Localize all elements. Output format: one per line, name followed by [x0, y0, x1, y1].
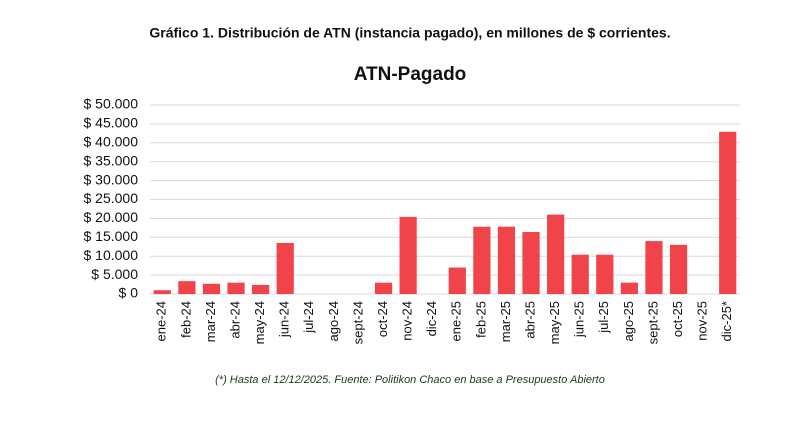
y-tick-label: $ 0: [119, 285, 139, 301]
y-tick-label: $ 40.000: [84, 134, 139, 150]
bar: [448, 267, 466, 294]
bar: [645, 241, 663, 294]
bar: [571, 254, 589, 294]
x-tick-label: mar-25: [498, 301, 513, 342]
x-tick-label: nov-25: [695, 301, 710, 341]
bar: [522, 232, 540, 294]
bar: [374, 282, 393, 294]
x-tick-label: abr-25: [522, 301, 537, 339]
bar: [497, 226, 516, 294]
bar: [620, 282, 638, 294]
x-tick-label: ene-24: [154, 301, 169, 341]
x-tick-label: dic-25*: [719, 301, 734, 341]
y-tick-label: $ 25.000: [84, 190, 139, 206]
x-tick-label: sept-24: [350, 301, 365, 344]
x-tick-label: jul-24: [301, 301, 316, 334]
bar: [202, 283, 221, 294]
x-tick-label: nov-24: [400, 301, 415, 341]
footnote: (*) Hasta el 12/12/2025. Fuente: Politik…: [215, 374, 605, 386]
x-tick-label: ene-25: [449, 301, 464, 341]
x-tick-label: ago-25: [621, 301, 636, 341]
caption: Gráfico 1. Distribución de ATN (instanci…: [149, 25, 670, 41]
bar: [252, 284, 270, 294]
x-tick-label: jul-25: [596, 301, 611, 334]
y-tick-label: $ 20.000: [84, 209, 139, 225]
y-tick-label: $ 30.000: [84, 171, 139, 187]
y-tick-label: $ 50.000: [84, 96, 139, 112]
x-tick-label: abr-24: [227, 301, 242, 339]
y-tick-label: $ 35.000: [84, 152, 139, 168]
bar: [473, 226, 491, 294]
x-tick-label: dic-24: [424, 301, 439, 336]
bar: [669, 244, 688, 294]
y-tick-label: $ 45.000: [84, 115, 139, 131]
x-tick-label: oct-25: [670, 301, 685, 337]
y-tick-label: $ 5.000: [91, 266, 138, 282]
bar: [719, 131, 737, 294]
x-tick-label: sept-25: [645, 301, 660, 344]
bar: [276, 242, 294, 294]
x-tick-label: mar-24: [203, 301, 218, 342]
x-tick-label: ago-24: [326, 301, 341, 341]
x-tick-label: may-25: [547, 301, 562, 344]
bar: [547, 214, 565, 294]
y-tick-label: $ 15.000: [84, 228, 139, 244]
x-tick-label: jun-24: [277, 301, 292, 338]
bar: [399, 216, 417, 294]
x-tick-label: may-24: [252, 301, 267, 344]
bar: [178, 281, 196, 294]
bar: [227, 282, 245, 294]
bar: [153, 290, 171, 294]
y-tick-label: $ 10.000: [84, 247, 139, 263]
bar: [596, 254, 614, 294]
x-tick-label: feb-25: [473, 301, 488, 338]
x-tick-label: jun-25: [572, 301, 587, 338]
x-tick-label: feb-24: [178, 301, 193, 338]
chart-title: ATN-Pagado: [354, 64, 467, 85]
x-tick-label: oct-24: [375, 301, 390, 337]
